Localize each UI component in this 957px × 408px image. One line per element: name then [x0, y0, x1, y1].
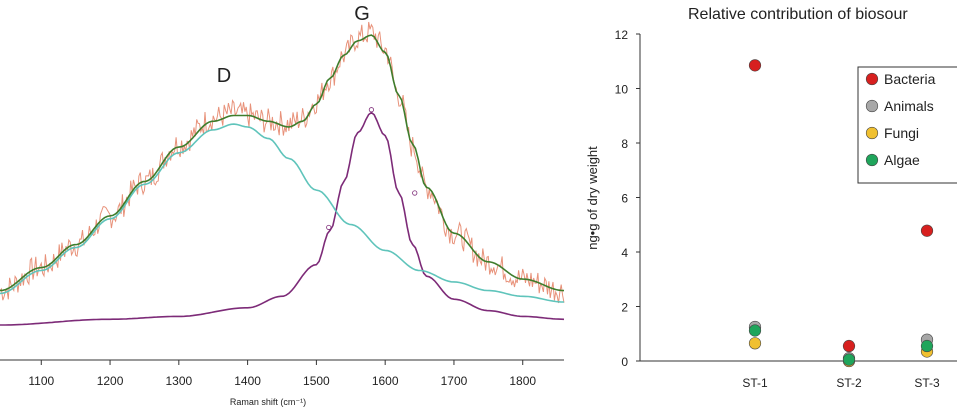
legend-items: Bacteria Animals Fungi Algae [865, 71, 936, 168]
legend-label-fungi: Fungi [884, 125, 919, 141]
bio-y-tick-label: 8 [621, 137, 628, 151]
bio-point-algae [920, 339, 934, 353]
raman-intersection-marker [412, 190, 418, 196]
bio-x-tick-label: ST-2 [836, 376, 862, 390]
legend-label-bacteria: Bacteria [884, 71, 936, 87]
bio-y-tick-label: 6 [621, 192, 628, 206]
raman-g-band-line [0, 111, 565, 326]
raman-d-band-line [0, 123, 564, 303]
bio-point-algae [748, 324, 762, 337]
raman-x-tick-label: 1300 [165, 374, 192, 388]
bio-point-fungi [748, 337, 762, 350]
legend-label-animals: Animals [884, 98, 934, 114]
raman-x-tick-label: 1100 [28, 374, 54, 388]
raman-x-ticks: 1100 1200 1300 1400 1500 1600 1700 1800 [28, 360, 536, 388]
raman-x-tick-label: 1700 [441, 374, 468, 388]
bio-x-ticks: ST-1 ST-2 ST-3 [742, 376, 940, 390]
raman-intersection-marker [368, 107, 375, 113]
raman-x-tick-label: 1500 [303, 374, 330, 388]
raman-raw-spectrum-line [0, 21, 565, 304]
bio-x-tick-label: ST-1 [742, 376, 768, 390]
raman-x-tick-label: 1600 [372, 374, 399, 388]
bio-y-axis-title: ng•g of dry weight [585, 146, 600, 250]
legend-marker-bacteria [865, 72, 879, 86]
bio-point-bacteria [842, 339, 856, 353]
peak-label-d: D [217, 65, 231, 87]
legend-marker-algae [865, 153, 879, 167]
legend-marker-fungi [865, 126, 879, 140]
bio-y-tick-label: 10 [615, 83, 629, 97]
bio-y-tick-label: 12 [615, 28, 629, 42]
raman-spectrum-chart: 1100 1200 1300 1400 1500 1600 1700 1800 D G Ram… [0, 3, 565, 407]
bio-points [748, 59, 934, 368]
bio-point-bacteria [748, 59, 762, 72]
raman-series [0, 21, 565, 326]
bio-point-algae [842, 353, 856, 366]
bio-y-tick-label: 4 [621, 246, 628, 260]
raman-x-tick-label: 1800 [509, 374, 536, 388]
bio-y-tick-label: 2 [621, 301, 628, 315]
bio-legend: Bacteria Animals Fungi Algae [857, 66, 957, 184]
raman-markers [326, 107, 418, 231]
peak-label-g: G [354, 3, 370, 25]
bio-point-bacteria [920, 224, 934, 237]
raman-fit-line [0, 34, 565, 292]
raman-x-axis-title: Raman shift (cm⁻¹) [230, 397, 306, 407]
bio-x-tick-label: ST-3 [914, 376, 940, 390]
raman-x-tick-label: 1200 [97, 374, 124, 388]
raman-x-tick-label: 1400 [234, 374, 261, 388]
legend-label-algae: Algae [884, 152, 920, 168]
raman-intersection-marker [326, 224, 332, 231]
bio-y-ticks: 0 2 4 6 8 10 12 [615, 28, 640, 369]
bio-y-tick-label: 0 [621, 355, 628, 369]
bio-chart-title: Relative contribution of biosour [688, 6, 908, 23]
legend-marker-animals [865, 99, 879, 113]
biosource-chart: Relative contribution of biosour 0 2 4 6 8 10… [585, 6, 957, 390]
